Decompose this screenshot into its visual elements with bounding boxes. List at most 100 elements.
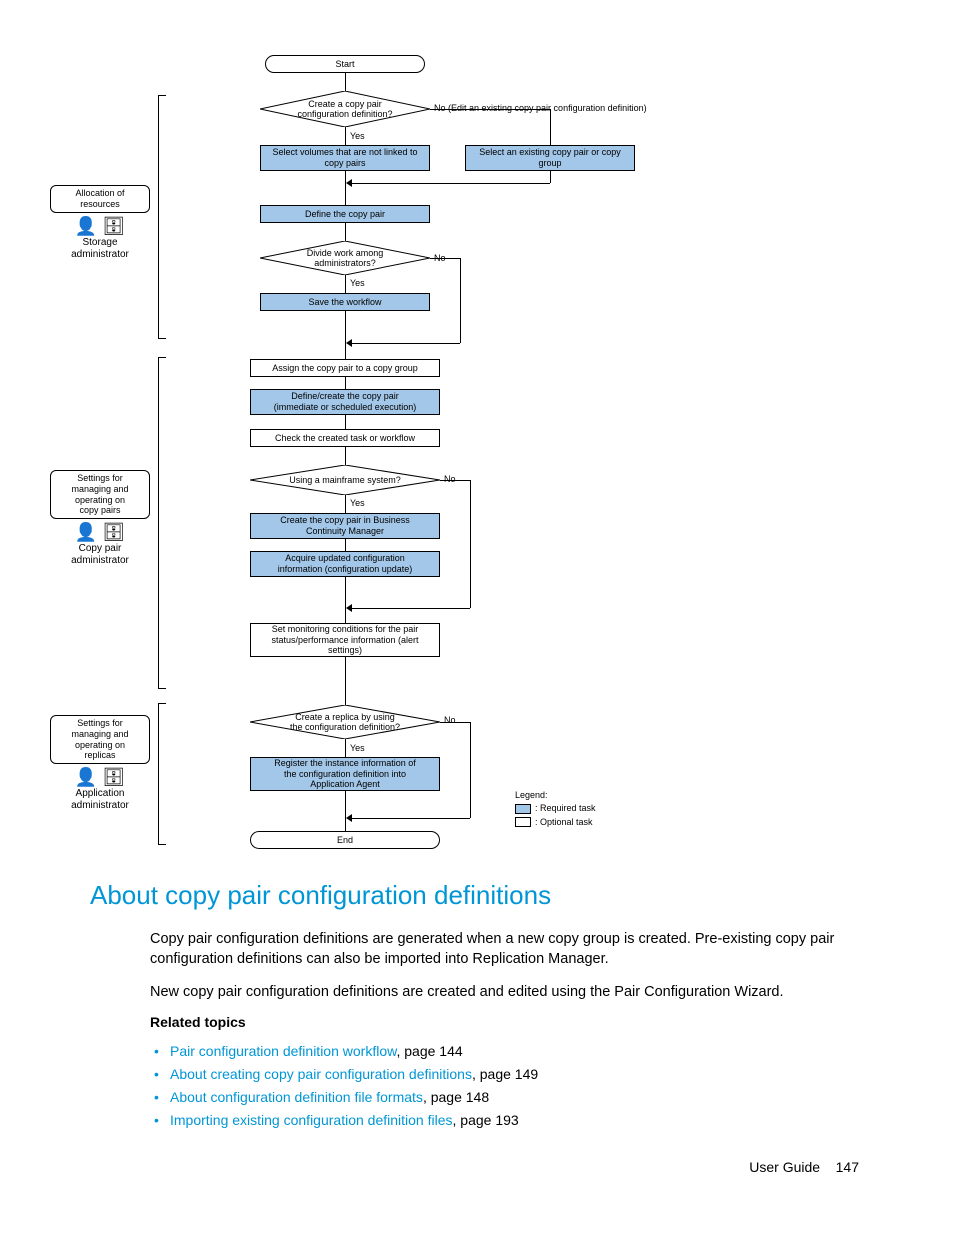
box-define-create: Define/create the copy pair(immediate or… [250,389,440,415]
label-no: No [444,715,456,725]
footer-label: User Guide [749,1159,820,1175]
box-save-workflow: Save the workflow [260,293,430,311]
label-yes: Yes [350,498,365,508]
node-label: Select an existing copy pair or copygrou… [479,147,621,169]
swatch-required [515,804,531,814]
box-select-existing: Select an existing copy pair or copygrou… [465,145,635,171]
arrow-merge-icon [346,814,352,822]
topic-link[interactable]: About configuration definition file form… [170,1089,423,1105]
node-label: Divide work amongadministrators? [299,248,392,269]
person-icon: 👤 🗄 [50,523,150,541]
node-label: Acquire updated configurationinformation… [278,553,413,575]
role-app-admin: Settings formanaging andoperating onrepl… [50,715,150,812]
box-define-pair: Define the copy pair [260,205,430,223]
legend-title: Legend: [515,790,596,800]
flowchart: Allocation ofresources 👤 🗄 Storageadmini… [150,55,810,865]
topic-link[interactable]: About creating copy pair configuration d… [170,1066,472,1082]
node-label: Save the workflow [308,297,381,308]
connector [470,722,471,818]
connector [430,258,460,259]
para-2: New copy pair configuration definitions … [150,982,870,1002]
bracket-1 [158,95,166,339]
label-no-edit: No (Edit an existing copy pair configura… [434,103,647,113]
node-label: Start [335,59,354,69]
bracket-2 [158,357,166,689]
connector [350,818,470,819]
label-yes: Yes [350,278,365,288]
box-select-unlinked: Select volumes that are not linked tocop… [260,145,430,171]
label-yes: Yes [350,743,365,753]
node-label: Register the instance information ofthe … [274,758,416,790]
node-label: End [337,835,353,845]
decision-create-replica: Create a replica by usingthe configurati… [250,705,440,739]
related-topics-heading: Related topics [150,1014,870,1030]
topic-link[interactable]: Pair configuration definition workflow [170,1043,396,1059]
role-storage-admin: Allocation ofresources 👤 🗄 Storageadmini… [50,185,150,261]
connector [430,109,550,110]
topic-suffix: , page 144 [396,1043,462,1059]
role-copy-pair-admin: Settings formanaging andoperating oncopy… [50,470,150,567]
connector [470,480,471,608]
text-section: About copy pair configuration definition… [90,880,870,1132]
role-box-label: Allocation ofresources [50,185,150,213]
section-heading: About copy pair configuration definition… [90,880,870,911]
person-icon: 👤 🗄 [50,768,150,786]
arrow-merge-icon [346,179,352,187]
node-label: Using a mainframe system? [281,475,409,485]
connector [440,722,470,723]
node-label: Create a copy pairconfiguration definiti… [289,99,400,120]
node-end: End [250,831,440,849]
page-number: 147 [836,1159,859,1175]
connector [550,109,551,145]
node-label: Check the created task or workflow [275,433,415,444]
swatch-optional [515,817,531,827]
topic-suffix: , page 193 [453,1112,519,1128]
node-start: Start [265,55,425,73]
box-register: Register the instance information ofthe … [250,757,440,791]
arrow-merge-icon [346,339,352,347]
label-no: No [444,474,456,484]
topic-link[interactable]: Importing existing configuration definit… [170,1112,453,1128]
node-label: Set monitoring conditions for the pairst… [271,624,418,656]
connector [350,608,470,609]
list-item: Pair configuration definition workflow, … [170,1040,870,1063]
page: Allocation ofresources 👤 🗄 Storageadmini… [0,0,954,1235]
role-name: Storageadministrator [50,237,150,261]
legend: Legend: : Required task : Optional task [515,790,596,827]
legend-optional: : Optional task [535,817,593,827]
node-label: Assign the copy pair to a copy group [272,363,418,374]
related-topics-list: Pair configuration definition workflow, … [170,1040,870,1132]
page-footer: User Guide 147 [749,1159,859,1175]
decision-mainframe: Using a mainframe system? [250,465,440,495]
node-label: Select volumes that are not linked tocop… [272,147,417,169]
connector [460,258,461,343]
connector [550,171,551,183]
connector [350,183,550,184]
role-name: Applicationadministrator [50,788,150,812]
arrow-merge-icon [346,604,352,612]
role-box-label: Settings formanaging andoperating oncopy… [50,470,150,519]
box-acquire: Acquire updated configurationinformation… [250,551,440,577]
bracket-3 [158,703,166,845]
decision-create-def: Create a copy pairconfiguration definiti… [260,91,430,127]
box-assign: Assign the copy pair to a copy group [250,359,440,377]
connector [350,343,460,344]
node-label: Define/create the copy pair(immediate or… [274,391,417,413]
connector [440,480,470,481]
box-check-task: Check the created task or workflow [250,429,440,447]
para-1: Copy pair configuration definitions are … [150,929,870,970]
label-yes: Yes [350,131,365,141]
decision-divide-work: Divide work amongadministrators? [260,241,430,275]
topic-suffix: , page 148 [423,1089,489,1105]
role-box-label: Settings formanaging andoperating onrepl… [50,715,150,764]
list-item: About configuration definition file form… [170,1086,870,1109]
node-label: Define the copy pair [305,209,385,220]
topic-suffix: , page 149 [472,1066,538,1082]
node-label: Create a replica by usingthe configurati… [282,712,408,733]
node-label: Create the copy pair in BusinessContinui… [280,515,410,537]
role-name: Copy pairadministrator [50,543,150,567]
box-bcm: Create the copy pair in BusinessContinui… [250,513,440,539]
box-monitor: Set monitoring conditions for the pairst… [250,623,440,657]
legend-required: : Required task [535,803,596,813]
person-icon: 👤 🗄 [50,217,150,235]
